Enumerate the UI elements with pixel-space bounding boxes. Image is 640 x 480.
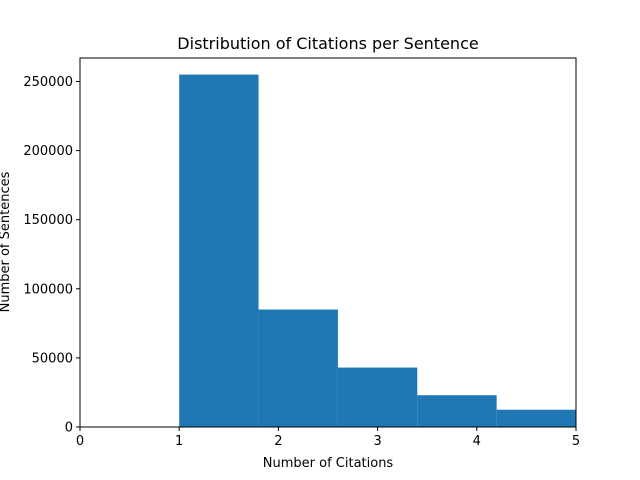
chart-title: Distribution of Citations per Sentence bbox=[177, 34, 478, 53]
y-tick-label-4: 200000 bbox=[23, 144, 73, 159]
y-tick-label-0: 0 bbox=[65, 421, 73, 436]
x-tick-label-3: 3 bbox=[373, 434, 381, 449]
histogram-bar-3 bbox=[337, 367, 418, 427]
x-tick-label-0: 0 bbox=[76, 434, 84, 449]
x-tick-label-4: 4 bbox=[473, 434, 481, 449]
bars-group bbox=[179, 74, 576, 428]
x-tick-label-1: 1 bbox=[175, 434, 183, 449]
histogram-bar-4 bbox=[417, 395, 497, 427]
y-tick-label-2: 100000 bbox=[23, 282, 73, 297]
y-axis-label: Number of Sentences bbox=[0, 171, 13, 312]
x-axis-ticks: 0 1 2 3 4 5 bbox=[76, 427, 580, 449]
x-axis-label: Number of Citations bbox=[263, 456, 394, 471]
plot-frame bbox=[79, 57, 577, 428]
x-tick-label-2: 2 bbox=[274, 434, 282, 449]
histogram-bar-5 bbox=[496, 409, 576, 427]
y-axis-ticks: 0 50000 100000 150000 200000 250000 bbox=[23, 75, 80, 436]
histogram-bar-2 bbox=[258, 309, 338, 427]
x-tick-label-5: 5 bbox=[572, 434, 580, 449]
y-tick-label-5: 250000 bbox=[23, 75, 73, 90]
y-tick-label-1: 50000 bbox=[32, 351, 73, 366]
histogram-bar-1 bbox=[179, 74, 259, 428]
y-tick-label-3: 150000 bbox=[23, 213, 73, 228]
